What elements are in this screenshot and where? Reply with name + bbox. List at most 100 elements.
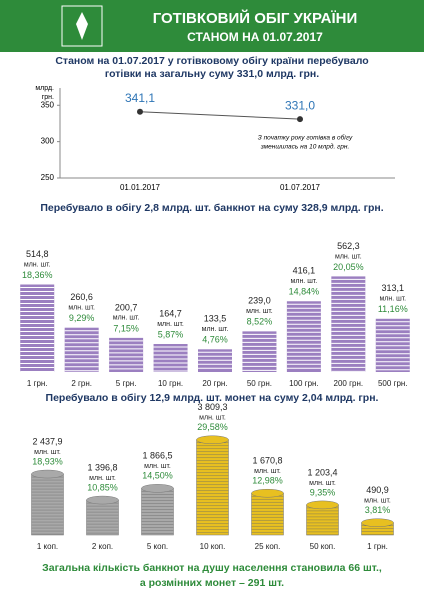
banknote-stack — [153, 344, 188, 372]
share-label: 7,15% — [113, 323, 139, 333]
value-label: 562,3 — [337, 241, 360, 251]
unit-label: млн. шт. — [335, 253, 362, 260]
x-tick-label: 100 грн. — [289, 379, 319, 388]
unit-label: млн. шт. — [202, 326, 229, 333]
value-label: 490,9 — [366, 485, 389, 495]
share-label: 11,16% — [378, 304, 408, 314]
unit-label: млн. шт. — [364, 498, 391, 505]
value-label: 3 809,3 — [197, 402, 227, 412]
unit-label: млн. шт. — [34, 449, 61, 456]
share-label: 8,52% — [247, 317, 273, 327]
unit-label: млн. шт. — [291, 278, 318, 285]
point — [137, 108, 143, 115]
value-label: 1 203,4 — [307, 467, 337, 477]
banknote-stack — [20, 284, 55, 372]
x-tick-label: 5 грн. — [116, 379, 137, 388]
x-tick-label: 2 коп. — [92, 542, 113, 551]
unit-label: млн. шт. — [254, 468, 281, 475]
share-label: 12,98% — [252, 476, 283, 486]
x-tick-label: 1 грн. — [367, 542, 388, 551]
x-tick-label: 500 грн. — [378, 379, 408, 388]
coin-top — [361, 518, 394, 527]
x-tick-label: 01.07.2017 — [280, 183, 321, 192]
value-label: 164,7 — [159, 308, 182, 318]
section-title: Станом на 01.07.2017 у готівковому обігу… — [55, 55, 368, 67]
unit-label: млн. шт. — [68, 305, 95, 312]
coin-stack — [31, 473, 64, 536]
value-label: 1 396,8 — [87, 462, 117, 472]
header-band — [0, 0, 424, 52]
section-title: готівки на загальну суму 331,0 млрд. грн… — [105, 68, 319, 80]
share-label: 18,93% — [32, 456, 63, 466]
section-title: Перебувало в обігу 2,8 млрд. шт. банкнот… — [40, 202, 383, 214]
x-tick-label: 25 коп. — [255, 542, 281, 551]
share-label: 5,87% — [158, 329, 184, 339]
share-label: 14,84% — [289, 287, 320, 297]
y-tick-label: 350 — [41, 100, 55, 109]
y-axis-label: грн. — [42, 94, 54, 101]
share-label: 10,85% — [87, 482, 118, 492]
unit-label: млн. шт. — [199, 415, 226, 422]
unit-label: млн. шт. — [24, 261, 51, 268]
x-tick-label: 10 грн. — [158, 379, 183, 388]
unit-label: млн. шт. — [157, 321, 184, 328]
share-label: 20,05% — [333, 262, 364, 272]
logo-emblem — [76, 12, 88, 40]
coin-top — [31, 469, 64, 479]
point — [297, 116, 303, 123]
share-label: 9,35% — [310, 487, 336, 497]
y-tick-label: 250 — [41, 173, 55, 182]
value-label: 2 437,9 — [32, 436, 62, 446]
share-label: 4,76% — [202, 335, 228, 345]
coin-top — [251, 488, 284, 498]
value-label: 200,7 — [115, 302, 138, 312]
share-label: 3,81% — [365, 505, 391, 515]
coin-stack — [196, 439, 229, 536]
coin-stack — [86, 499, 119, 536]
x-tick-label: 1 грн. — [27, 379, 48, 388]
x-tick-label: 1 коп. — [37, 542, 58, 551]
value-label: 341,1 — [125, 91, 155, 105]
x-tick-label: 5 коп. — [147, 542, 168, 551]
banknote-stack — [109, 337, 144, 372]
logo — [61, 5, 103, 47]
value-label: 313,1 — [382, 283, 405, 293]
unit-label: млн. шт. — [89, 475, 116, 482]
y-tick-label: 300 — [41, 137, 55, 146]
coin-top — [306, 500, 339, 510]
x-tick-label: 50 грн. — [247, 379, 272, 388]
unit-label: млн. шт. — [309, 480, 336, 487]
coin-top — [196, 435, 229, 445]
annotation: З початку року готівка в обігу — [258, 134, 353, 142]
unit-label: млн. шт. — [113, 315, 140, 322]
x-tick-label: 2 грн. — [71, 379, 92, 388]
annotation: зменшилась на 10 млрд. грн. — [260, 143, 350, 151]
unit-label: млн. шт. — [379, 296, 406, 303]
coin-top — [86, 495, 119, 505]
share-label: 29,58% — [197, 422, 228, 432]
value-label: 416,1 — [293, 266, 316, 276]
unit-label: млн. шт. — [246, 308, 273, 315]
unit-label: млн. шт. — [144, 463, 171, 470]
value-label: 331,0 — [285, 98, 315, 112]
value-label: 1 670,8 — [252, 456, 282, 466]
value-label: 1 866,5 — [142, 451, 172, 461]
value-label: 260,6 — [70, 292, 93, 302]
y-axis-label: млрд. — [35, 85, 54, 92]
footer-line: а розмінних монет – 291 шт. — [140, 577, 284, 589]
value-label: 133,5 — [204, 314, 227, 324]
share-label: 14,50% — [142, 471, 173, 481]
value-label: 514,8 — [26, 249, 49, 259]
share-label: 18,36% — [22, 270, 53, 280]
section-title: Перебувало в обігу 12,9 млрд. шт. монет … — [46, 392, 379, 404]
coin-stack — [141, 488, 174, 536]
x-tick-label: 01.01.2017 — [120, 183, 161, 192]
title: ГОТІВКОВИЙ ОБІГ УКРАЇНИ — [153, 9, 358, 27]
coin-top — [141, 484, 174, 493]
line-series — [139, 111, 301, 120]
footer-line: Загальна кількість банкнот на душу насел… — [42, 562, 382, 574]
subtitle: СТАНОМ НА 01.07.2017 — [187, 30, 323, 44]
x-tick-label: 50 коп. — [310, 542, 336, 551]
x-tick-label: 20 грн. — [202, 379, 227, 388]
